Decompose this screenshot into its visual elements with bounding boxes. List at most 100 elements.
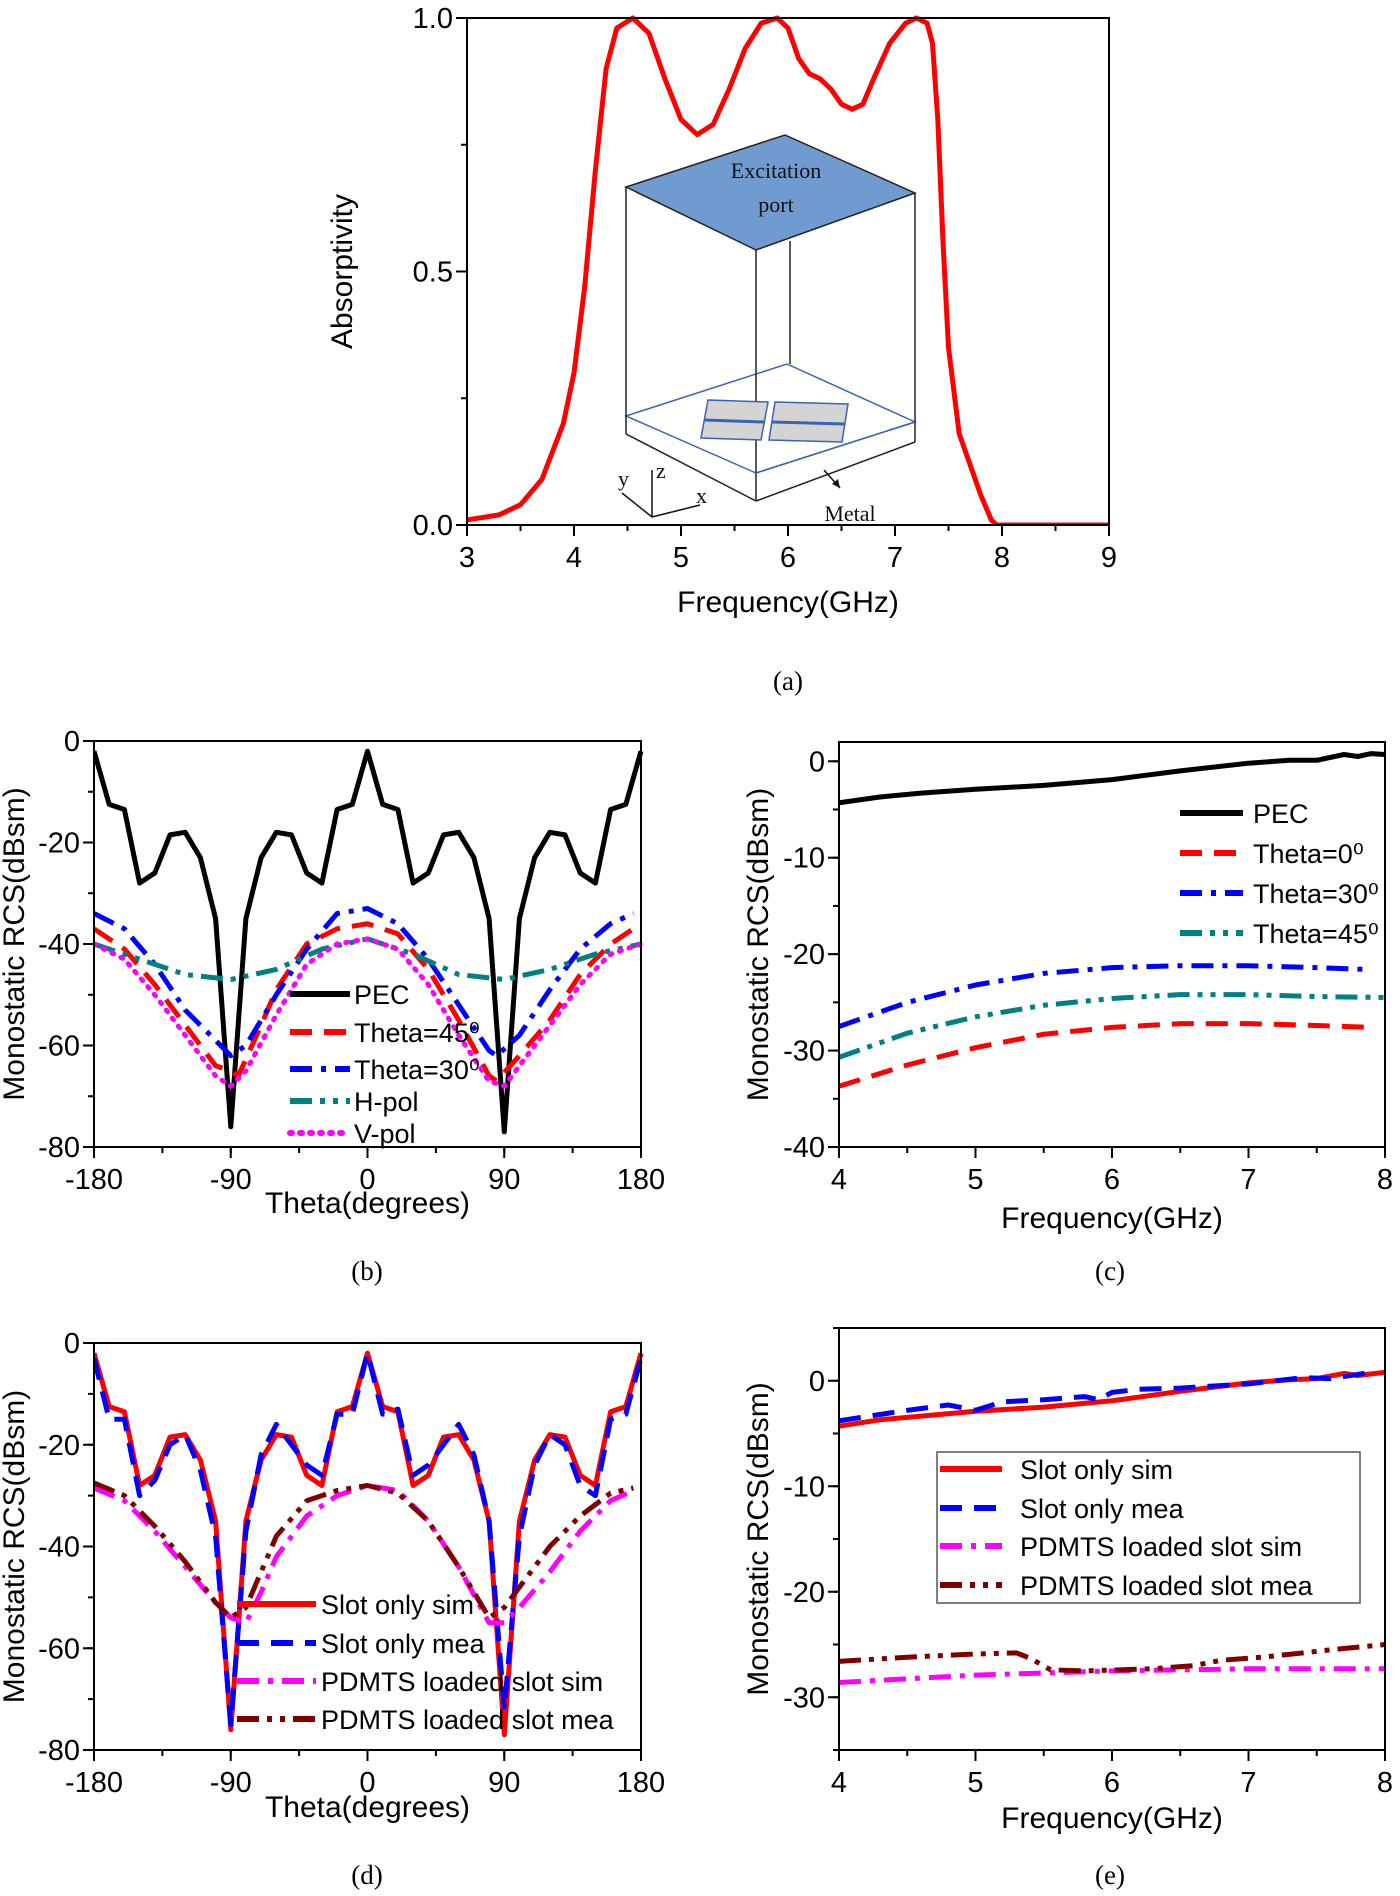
x-tick-label: 180 [617, 1164, 665, 1196]
legend-label: PDMTS loaded slot mea [321, 1705, 615, 1735]
y-tick-label: 0.0 [413, 510, 453, 542]
panel-caption: (b) [351, 1256, 382, 1286]
legend-label: Slot only mea [321, 1629, 486, 1659]
legend: PEC Theta=0⁰ Theta=30⁰ Theta=45⁰ [1180, 799, 1379, 949]
series-line-2 [94, 1483, 635, 1626]
y-tick-label: 0.5 [413, 257, 453, 289]
legend-box [936, 1451, 1361, 1604]
inset-edge [755, 441, 916, 502]
x-tick-label: 6 [1104, 1767, 1120, 1799]
panel-caption: (c) [1095, 1256, 1125, 1286]
x-tick-label: 0 [359, 1767, 375, 1799]
y-tick-label: -20 [783, 1577, 825, 1609]
x-tick-label: 8 [1377, 1767, 1393, 1799]
y-tick-label: -60 [38, 1031, 80, 1063]
x-axis-label: Theta(degrees) [265, 1187, 470, 1220]
slot-line [771, 420, 846, 426]
y-tick-label: -80 [38, 1132, 80, 1164]
y-tick-label: -40 [38, 1532, 80, 1564]
y-tick-label: -30 [783, 1036, 825, 1068]
chart-panel-a: 3 4 5 6 7 8 9 0.0 0.5 1.0 Frequency(GHz) Absorptivi… [326, 3, 1117, 696]
x-tick-label: 5 [967, 1164, 983, 1196]
y-axis-label: Monostatic RCS(dBsm) [0, 787, 31, 1100]
x-tick-label: 6 [780, 542, 796, 574]
x-tick-label: 5 [673, 542, 689, 574]
legend: Slot only sim Slot only mea PDMTS loaded s… [237, 1590, 615, 1735]
legend: Slot only sim Slot only mea PDMTS loaded s… [936, 1451, 1361, 1604]
legend-label: V-pol [354, 1119, 416, 1149]
y-tick-label: 0 [809, 1366, 825, 1398]
series-line-3 [94, 936, 642, 982]
y-tick-label: -20 [38, 828, 80, 860]
x-tick-label: 7 [887, 542, 903, 574]
chart-panel-d: -180 -90 0 90 180-80-60-40-200Theta(degrees)… [0, 1328, 665, 1890]
series-line-4 [94, 936, 644, 1089]
x-axis-label: Theta(degrees) [265, 1791, 470, 1824]
x-tick-label: 0 [359, 1164, 375, 1196]
legend-label: Theta=0⁰ [1253, 839, 1364, 869]
x-tick-label: 4 [831, 1767, 847, 1799]
series-line-0 [94, 1350, 644, 1738]
x-tick-label: 7 [1240, 1164, 1256, 1196]
x-tick-label: -180 [65, 1767, 123, 1799]
y-axis-label: Monostatic RCS(dBsm) [0, 1390, 31, 1703]
arrow-head [832, 479, 840, 488]
legend-label: Slot only sim [1020, 1455, 1173, 1485]
legend-label: Slot only mea [1020, 1494, 1185, 1524]
y-axis-label: Absorptivity [326, 194, 359, 349]
legend-label: PDMTS loaded slot sim [1020, 1532, 1302, 1562]
series-line-3 [839, 1642, 1386, 1674]
port-label: port [758, 192, 793, 217]
x-tick-label: 4 [566, 542, 582, 574]
slot-line [703, 418, 765, 424]
excitation-port-face [624, 134, 918, 251]
series-line-0 [467, 15, 1109, 525]
legend-label: Theta=45⁰ [1253, 919, 1379, 949]
x-tick-label: 3 [459, 542, 475, 574]
y-tick-label: -60 [38, 1633, 80, 1665]
panel-caption: (e) [1095, 1860, 1125, 1890]
x-tick-label: 4 [831, 1164, 847, 1196]
y-tick-label: 0 [64, 1328, 80, 1360]
x-axis [651, 504, 701, 518]
series-line-0 [94, 748, 644, 1135]
legend-label: Theta=30⁰ [354, 1055, 480, 1085]
axis-z-label: z [656, 458, 666, 483]
x-tick-label: 8 [994, 542, 1010, 574]
x-tick-label: 9 [1101, 542, 1117, 574]
metal-label: Metal [824, 501, 875, 526]
legend-label: Theta=45⁰ [354, 1018, 480, 1048]
y-tick-label: 0 [64, 726, 80, 758]
legend-label: PDMTS loaded slot sim [321, 1667, 603, 1697]
series-line-3 [839, 992, 1386, 1060]
x-tick-label: 6 [1104, 1164, 1120, 1196]
legend-label: H-pol [354, 1087, 419, 1117]
panel-caption: (a) [773, 666, 803, 696]
series-line-2 [94, 906, 635, 1059]
series-line-1 [94, 921, 635, 1084]
y-axis [621, 492, 653, 518]
x-tick-label: -180 [65, 1164, 123, 1196]
x-axis-label: Frequency(GHz) [677, 586, 899, 619]
x-tick-label: -90 [210, 1767, 252, 1799]
axis-x-label: x [696, 483, 707, 508]
y-tick-label: -40 [783, 1132, 825, 1164]
series-line-2 [839, 1666, 1385, 1685]
inset-edge [625, 433, 757, 502]
x-tick-label: 5 [967, 1767, 983, 1799]
y-tick-label: 1.0 [413, 3, 453, 35]
series-line-0 [839, 1369, 1386, 1429]
y-tick-label: -20 [783, 939, 825, 971]
x-tick-label: 180 [617, 1767, 665, 1799]
x-tick-label: 8 [1377, 1164, 1393, 1196]
chart-panel-b: -180 -90 0 90 180-80-60-40-200Theta(degrees)… [0, 726, 665, 1286]
legend-label: Slot only sim [321, 1590, 474, 1620]
y-axis-label: Monostatic RCS(dBsm) [742, 1382, 775, 1695]
y-tick-label: -10 [783, 843, 825, 875]
series-line-1 [839, 1369, 1372, 1424]
legend-label: PDMTS loaded slot mea [1020, 1571, 1314, 1601]
port-label: Excitation [731, 158, 821, 183]
x-tick-label: 90 [488, 1164, 520, 1196]
x-axis-label: Frequency(GHz) [1001, 1802, 1223, 1835]
